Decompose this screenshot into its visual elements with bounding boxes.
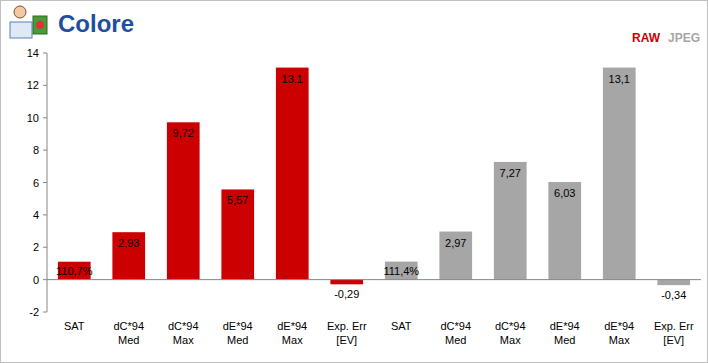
logo-part bbox=[14, 6, 26, 18]
legend-entry: JPEG bbox=[668, 31, 700, 45]
bars bbox=[58, 68, 690, 286]
data-label: -0,34 bbox=[661, 289, 686, 301]
bar bbox=[276, 68, 309, 280]
x-tick-label: dC*94Med bbox=[113, 320, 144, 346]
bar bbox=[494, 162, 527, 280]
x-tick-label: dE*94Med bbox=[550, 320, 580, 346]
bar bbox=[112, 232, 145, 279]
chart-frame bbox=[1, 1, 708, 363]
y-tick bbox=[43, 312, 47, 313]
logo-icon bbox=[10, 6, 47, 38]
bar bbox=[603, 68, 636, 280]
data-label: 6,03 bbox=[554, 187, 575, 199]
data-label: 5,57 bbox=[227, 194, 248, 206]
x-tick-label: dE*94Max bbox=[604, 320, 634, 346]
x-tick-label: Exp. Err[EV] bbox=[327, 320, 367, 346]
y-tick bbox=[43, 279, 47, 280]
bar bbox=[330, 280, 363, 285]
data-label: 2,93 bbox=[118, 237, 139, 249]
legend-entry: RAW bbox=[632, 31, 661, 45]
x-tick-label: dC*94Med bbox=[440, 320, 471, 346]
y-axis bbox=[47, 53, 48, 312]
y-tick-label: 8 bbox=[33, 144, 39, 156]
y-tick-label: 6 bbox=[33, 177, 39, 189]
data-label: 7,27 bbox=[500, 167, 521, 179]
data-label: -0,29 bbox=[334, 288, 359, 300]
logo-part bbox=[10, 22, 32, 38]
data-label: 9,72 bbox=[173, 127, 194, 139]
bar bbox=[167, 122, 200, 279]
y-tick bbox=[43, 117, 47, 118]
x-tick-label: SAT bbox=[391, 320, 412, 332]
y-tick bbox=[43, 247, 47, 248]
x-tick-label: Exp. Err[EV] bbox=[654, 320, 694, 346]
bar bbox=[548, 182, 581, 280]
y-tick bbox=[43, 85, 47, 86]
chart: Colore -2 0 2 4 6 8 10 12 14 110,7% 2,93 9,72 5,57 13,… bbox=[0, 0, 708, 363]
data-label: 2,97 bbox=[445, 237, 466, 249]
x-tick-label: dE*94Med bbox=[223, 320, 253, 346]
y-tick bbox=[43, 214, 47, 215]
y-tick-label: 2 bbox=[33, 241, 39, 253]
bar bbox=[221, 189, 254, 279]
x-tick-label: dC*94Max bbox=[495, 320, 526, 346]
x-axis bbox=[47, 279, 701, 280]
title: Colore bbox=[58, 10, 134, 37]
data-label: 111,4% bbox=[383, 265, 419, 277]
data-label: 13,1 bbox=[282, 73, 303, 85]
y-tick bbox=[43, 53, 47, 54]
x-tick-label: dE*94Max bbox=[277, 320, 307, 346]
y-tick bbox=[43, 150, 47, 151]
data-labels: 110,7% 2,93 9,72 5,57 13,1 -0,29 111,4% 2,97 7,2… bbox=[56, 73, 686, 302]
y-tick-label: 12 bbox=[27, 79, 39, 91]
y-tick-label: 4 bbox=[33, 209, 39, 221]
x-tick-label: SAT bbox=[64, 320, 85, 332]
y-tick-label: 14 bbox=[27, 47, 39, 59]
y-tick bbox=[43, 182, 47, 183]
logo-part bbox=[36, 21, 44, 29]
bar bbox=[439, 232, 472, 280]
data-label: 13,1 bbox=[609, 73, 630, 85]
y-tick-label: 0 bbox=[33, 274, 39, 286]
bar bbox=[657, 280, 690, 286]
x-tick-label: dC*94Max bbox=[168, 320, 199, 346]
data-label: 110,7% bbox=[56, 265, 93, 277]
y-tick-label: 10 bbox=[27, 112, 39, 124]
logo-part bbox=[33, 16, 47, 34]
y-tick-label: -2 bbox=[29, 306, 39, 318]
legend: JPEG RAW bbox=[632, 31, 700, 45]
